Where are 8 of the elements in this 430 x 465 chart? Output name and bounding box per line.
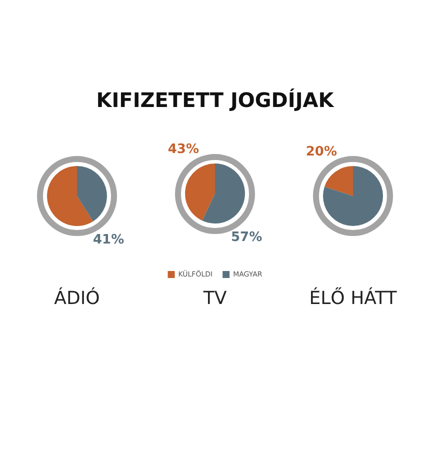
text: KIFIZETETT JOGDÍJAK bbox=[95, 88, 336, 112]
data-label: 20% bbox=[306, 144, 337, 160]
data-label: 57% bbox=[231, 230, 262, 245]
text: TV bbox=[202, 288, 228, 309]
text: ÁDIÓ bbox=[53, 288, 101, 309]
data-label: 43% bbox=[168, 142, 199, 157]
text: ÉLŐ HÁTT bbox=[308, 288, 398, 309]
data-label: 41% bbox=[93, 232, 124, 248]
